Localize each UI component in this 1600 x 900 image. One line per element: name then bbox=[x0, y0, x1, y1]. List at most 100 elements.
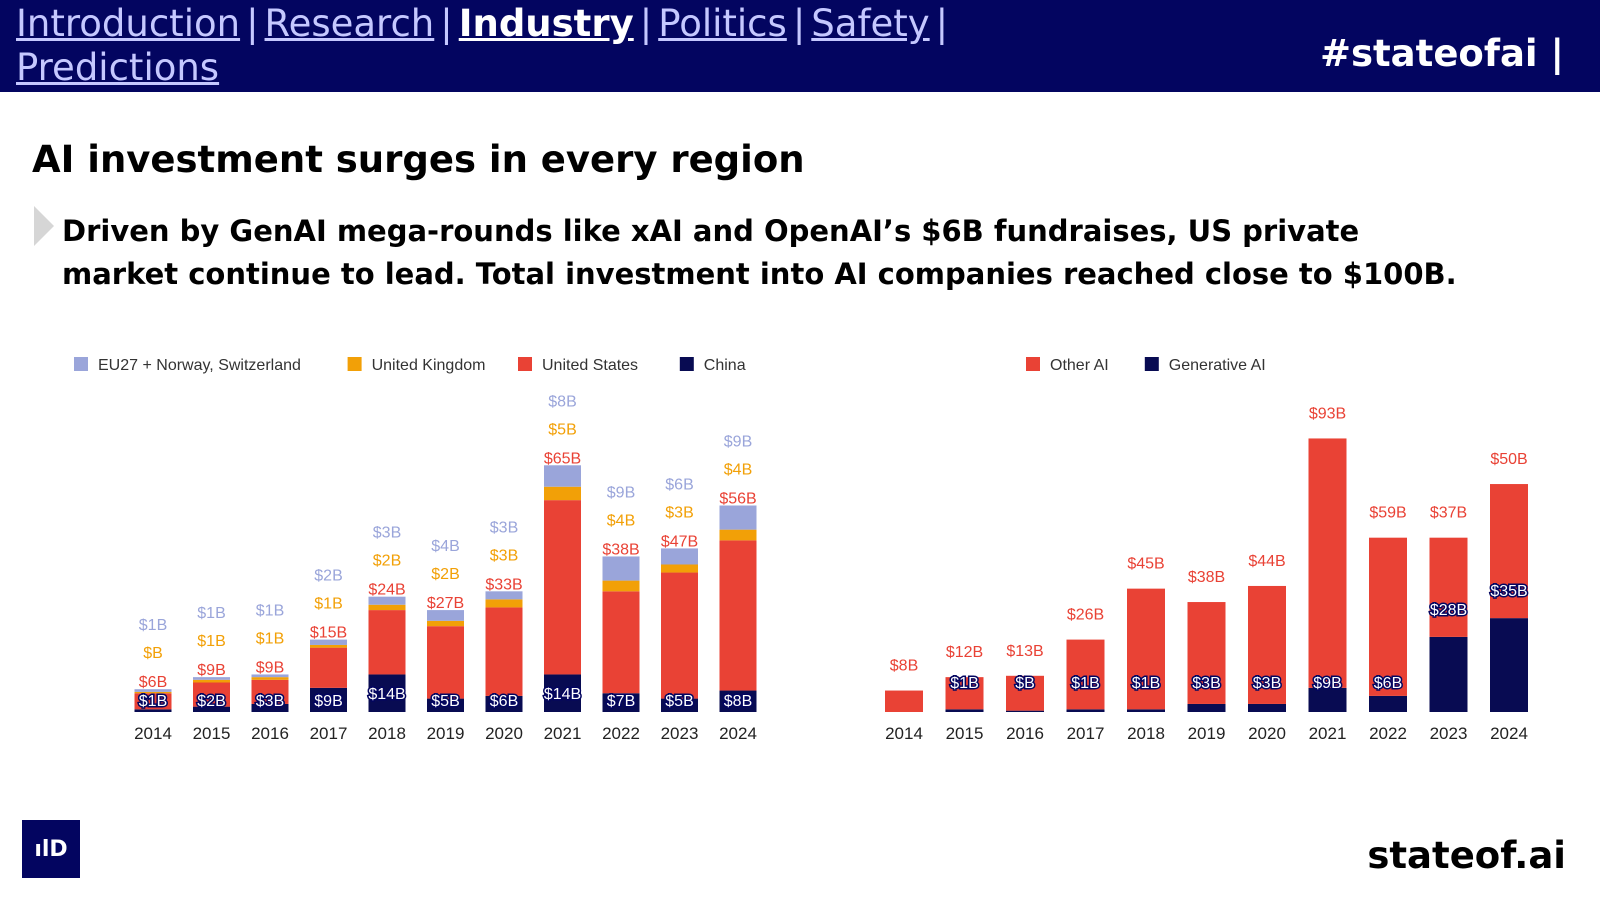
bar-united-states-2015 bbox=[193, 682, 230, 707]
x-tick-label: 2023 bbox=[1430, 724, 1468, 743]
bar-generative-ai-2024 bbox=[1490, 618, 1528, 712]
investment-by-region-chart: EU27 + Norway, Switzerland United Kingdom… bbox=[74, 357, 757, 743]
data-label-generative-ai: $1B bbox=[1071, 675, 1099, 692]
data-label-china: $3B bbox=[256, 693, 284, 710]
x-tick-label: 2017 bbox=[1067, 724, 1105, 743]
data-label-other-ai: $59B bbox=[1369, 505, 1406, 522]
data-label-uk: $1B bbox=[256, 630, 284, 647]
bar-united-states-2016 bbox=[251, 679, 289, 704]
data-label-uk: $1B bbox=[314, 596, 342, 613]
site-url: stateof.ai bbox=[1367, 834, 1566, 877]
bar-generative-ai-2023 bbox=[1429, 636, 1468, 712]
data-label-other-ai: $12B bbox=[946, 644, 983, 661]
x-tick-label: 2024 bbox=[719, 724, 757, 743]
bar-other-ai-2024 bbox=[1490, 484, 1528, 619]
bar-eu27-norway-switzerland-2020 bbox=[485, 591, 523, 600]
data-label-uk: $3B bbox=[490, 547, 518, 564]
slide-subtitle: Driven by GenAI mega-rounds like xAI and… bbox=[62, 214, 1457, 291]
data-label-china: $9B bbox=[314, 693, 342, 710]
data-label-china: $1B bbox=[139, 693, 167, 710]
bullet-arrow-icon bbox=[34, 206, 54, 246]
nav-link-politics[interactable]: Politics bbox=[658, 2, 787, 45]
bar-generative-ai-2019 bbox=[1187, 703, 1226, 712]
bar-china-2020 bbox=[485, 695, 523, 712]
nav-link-industry[interactable]: Industry bbox=[458, 2, 634, 45]
bar-china-2016 bbox=[251, 703, 289, 712]
bar-eu27-norway-switzerland-2015 bbox=[193, 677, 230, 680]
bar-united-states-2020 bbox=[485, 607, 523, 696]
data-label-generative-ai: $6B bbox=[1374, 675, 1402, 692]
bar-other-ai-2016 bbox=[1006, 675, 1044, 711]
bar-china-2024 bbox=[719, 690, 757, 712]
legend-swatch bbox=[679, 357, 694, 371]
nav-link-introduction[interactable]: Introduction bbox=[16, 2, 241, 45]
data-label-us: $9B bbox=[197, 662, 225, 679]
bar-generative-ai-2018 bbox=[1127, 709, 1165, 712]
legend-item-united-kingdom: United Kingdom bbox=[347, 357, 485, 374]
data-label-other-ai: $45B bbox=[1127, 556, 1164, 573]
legend-item-united-states: United States bbox=[518, 357, 638, 374]
data-label-us: $15B bbox=[310, 625, 347, 642]
bar-china-2021 bbox=[544, 674, 581, 712]
bar-generative-ai-2015 bbox=[945, 709, 984, 712]
bar-other-ai-2022 bbox=[1369, 537, 1407, 696]
data-label-generative-ai: $3B bbox=[1253, 675, 1281, 692]
bar-united-kingdom-2017 bbox=[310, 644, 347, 648]
bar-eu27-norway-switzerland-2023 bbox=[661, 548, 698, 565]
x-tick-label: 2021 bbox=[544, 724, 582, 743]
bar-united-kingdom-2024 bbox=[719, 529, 757, 541]
data-label-china: $5B bbox=[665, 693, 693, 710]
data-label-eu: $2B bbox=[314, 568, 342, 585]
data-label-us: $33B bbox=[485, 576, 522, 593]
data-label-generative-ai: $35B bbox=[1490, 583, 1527, 600]
data-label-other-ai: $26B bbox=[1067, 607, 1104, 624]
bar-other-ai-2021 bbox=[1308, 438, 1347, 688]
legend-item-other-ai: Other AI bbox=[1026, 357, 1109, 374]
data-label-us: $38B bbox=[602, 541, 639, 558]
bar-united-kingdom-2023 bbox=[661, 564, 698, 573]
nav-link-safety[interactable]: Safety bbox=[811, 2, 930, 45]
nav-separator: | bbox=[935, 2, 949, 45]
hashtag: #stateofai | bbox=[1319, 32, 1564, 75]
nav-separator: | bbox=[792, 2, 806, 45]
data-label-us: $9B bbox=[256, 659, 284, 676]
data-label-eu: $3B bbox=[373, 525, 401, 542]
data-label-eu: $4B bbox=[431, 538, 459, 555]
data-label-generative-ai: $1B bbox=[950, 675, 978, 692]
x-tick-label: 2016 bbox=[1006, 724, 1044, 743]
x-tick-label: 2019 bbox=[1188, 724, 1226, 743]
data-label-china: $2B bbox=[197, 693, 225, 710]
data-label-generative-ai: $9B bbox=[1313, 675, 1341, 692]
bar-united-kingdom-2022 bbox=[602, 580, 640, 592]
bar-united-states-2017 bbox=[310, 647, 347, 688]
data-label-other-ai: $8B bbox=[890, 658, 918, 675]
bar-other-ai-2019 bbox=[1187, 602, 1226, 704]
bar-other-ai-2018 bbox=[1127, 588, 1165, 710]
nav-link-predictions[interactable]: Predictions bbox=[16, 46, 220, 89]
data-label-generative-ai: $B bbox=[1015, 675, 1035, 692]
legend-swatch bbox=[518, 357, 532, 371]
bar-china-2019 bbox=[427, 698, 464, 712]
data-label-eu: $1B bbox=[256, 602, 284, 619]
nav-separator: | bbox=[639, 2, 653, 45]
data-label-other-ai: $13B bbox=[1006, 643, 1043, 660]
legend-item-china: China bbox=[679, 357, 746, 374]
legend-item-generative-ai: Generative AI bbox=[1144, 357, 1266, 374]
x-tick-label: 2020 bbox=[1248, 724, 1286, 743]
data-label-other-ai: $38B bbox=[1188, 569, 1225, 586]
data-label-china: $14B bbox=[544, 686, 581, 703]
legend-swatch bbox=[74, 357, 88, 371]
legend-label: China bbox=[704, 357, 746, 374]
x-tick-label: 2019 bbox=[427, 724, 465, 743]
bar-united-kingdom-2014 bbox=[134, 691, 172, 694]
bar-china-2018 bbox=[368, 674, 406, 712]
data-label-us: $47B bbox=[661, 533, 698, 550]
legend-swatch bbox=[1026, 357, 1040, 371]
nav-separator: | bbox=[246, 2, 259, 45]
nav-link-research[interactable]: Research bbox=[264, 2, 435, 45]
bar-other-ai-2014 bbox=[885, 690, 923, 712]
bar-eu27-norway-switzerland-2017 bbox=[310, 639, 347, 645]
bar-united-states-2023 bbox=[661, 572, 698, 699]
x-tick-label: 2014 bbox=[134, 724, 172, 743]
data-label-uk: $3B bbox=[665, 504, 693, 521]
